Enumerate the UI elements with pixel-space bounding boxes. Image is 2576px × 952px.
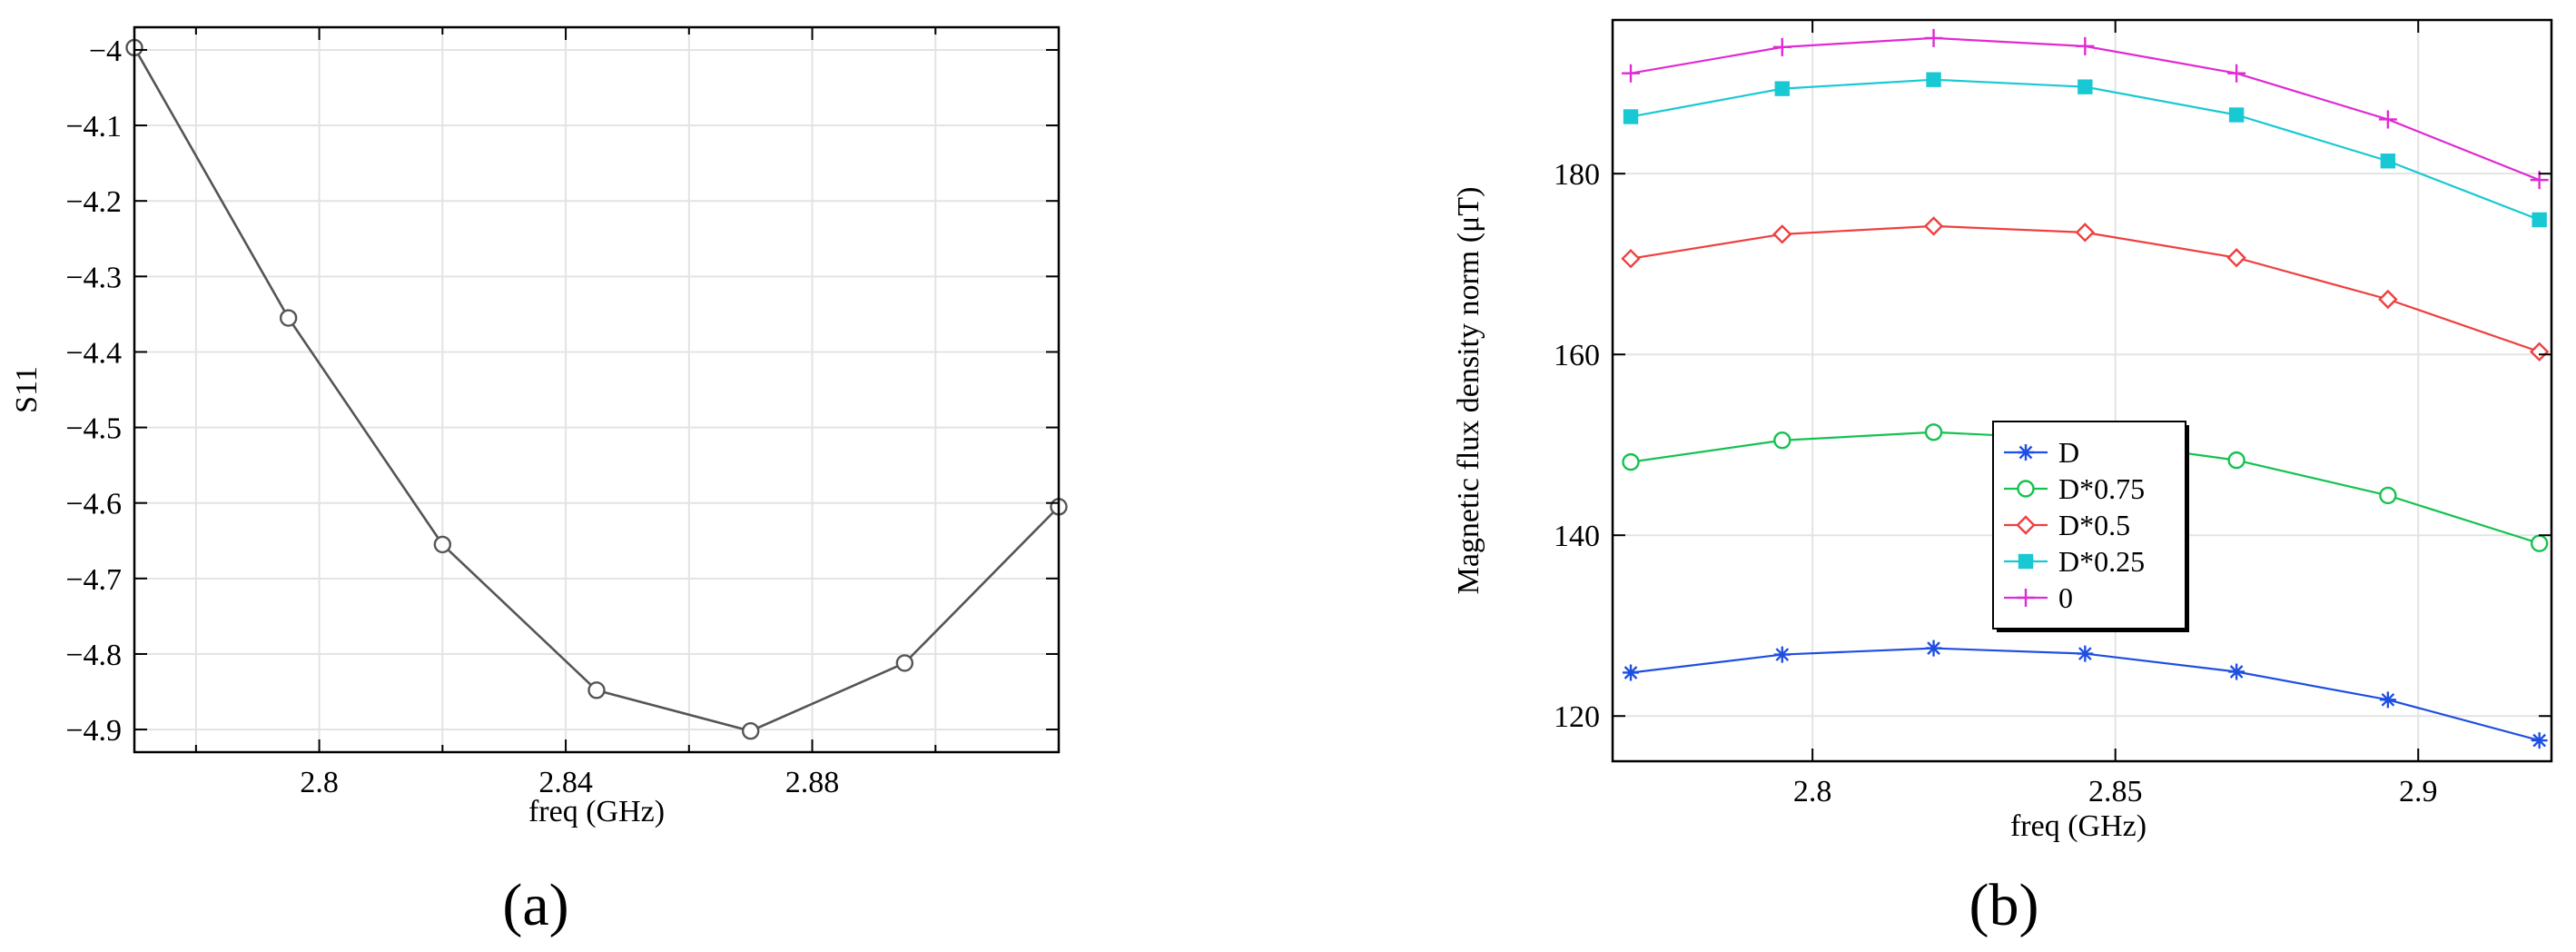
chart-a-xlabel: freq (GHz) <box>528 795 665 828</box>
data-point <box>2227 64 2246 83</box>
data-point <box>1621 249 1641 269</box>
y-tick-label: 160 <box>1554 339 1600 372</box>
data-point <box>2228 663 2245 680</box>
chart-a-grid <box>134 27 1059 752</box>
data-point <box>1623 664 1640 681</box>
data-point <box>2379 486 2397 505</box>
data-point <box>1622 452 1640 471</box>
data-point <box>2378 110 2397 129</box>
data-point <box>1773 646 1791 663</box>
data-point <box>1772 224 1792 244</box>
y-tick-label: 140 <box>1554 520 1600 553</box>
data-point <box>2532 212 2547 228</box>
legend-marker <box>2017 589 2035 607</box>
data-point <box>2531 732 2548 749</box>
chart-b-markers <box>1621 28 2550 749</box>
data-point <box>2379 691 2396 709</box>
legend-marker <box>2018 553 2034 570</box>
data-point <box>1773 431 1791 450</box>
x-tick-label: 2.8 <box>1793 775 1832 808</box>
data-point <box>1622 64 1641 83</box>
y-tick-label: −4.5 <box>65 412 122 446</box>
x-tick-label: 2.88 <box>785 766 840 799</box>
chart-b-panel-label: (b) <box>1969 872 2039 938</box>
data-point <box>2077 645 2094 662</box>
data-point <box>2380 154 2396 169</box>
data-point <box>2227 451 2245 470</box>
chart-b: 2.8 2.85 2.9 120 140 160 180 freq (GHz) Magnet… <box>1452 18 2553 938</box>
legend-label: D <box>2058 436 2079 469</box>
legend-label: D*0.5 <box>2058 509 2130 541</box>
legend-label: D*0.75 <box>2058 472 2145 505</box>
data-point <box>741 722 760 740</box>
legend-label: 0 <box>2058 581 2073 614</box>
data-point <box>2226 248 2246 268</box>
data-point <box>279 309 298 327</box>
chart-a-ylabel: S11 <box>10 366 44 413</box>
data-point <box>1623 109 1639 124</box>
y-tick-label: −4.2 <box>65 185 122 219</box>
data-point <box>1772 37 1791 56</box>
legend-marker <box>2018 444 2034 461</box>
chart-a-markers <box>125 38 1068 740</box>
series-line-3 <box>1630 78 2541 221</box>
chart-a-lines <box>133 46 1060 733</box>
chart-b-xlabel: freq (GHz) <box>2010 809 2147 843</box>
chart-b-ylabel: Magnetic flux density norm (μT) <box>1452 187 1485 595</box>
chart-b-legend: DD*0.75 D*0.5 D*0.250 <box>1992 421 2189 632</box>
chart-a: 2.8 2.84 2.88 −4 −4.1 −4.2 −4.3 −4.4 −4.5 −4.6 −4.… <box>10 25 1068 938</box>
data-point <box>1924 28 1943 47</box>
chart-b-lines <box>1630 36 2541 742</box>
series-line-2 <box>1630 224 2541 353</box>
data-point <box>587 681 606 699</box>
y-tick-label: −4.9 <box>65 714 122 748</box>
data-point <box>1926 72 1941 87</box>
legend-label: D*0.25 <box>2058 545 2145 578</box>
y-tick-label: −4.8 <box>65 639 122 672</box>
data-point <box>433 535 452 554</box>
data-point <box>2076 36 2095 55</box>
x-tick-label: 2.85 <box>2088 775 2143 808</box>
data-point <box>2378 289 2398 310</box>
data-point <box>2529 342 2550 362</box>
y-tick-label: −4.7 <box>65 563 122 597</box>
legend-marker <box>2016 515 2036 535</box>
data-point <box>1774 81 1790 96</box>
chart-a-ticks: 2.8 2.84 2.88 −4 −4.1 −4.2 −4.3 −4.4 −4.5 −4.6 −4.… <box>65 27 1059 799</box>
y-tick-label: −4.6 <box>65 488 122 521</box>
chart-b-ticks: 2.8 2.85 2.9 120 140 160 180 <box>1554 20 2551 808</box>
series-line-0 <box>1630 647 2540 742</box>
x-tick-label: 2.9 <box>2399 775 2438 808</box>
chart-b-grid <box>1613 20 2551 761</box>
data-point <box>2228 107 2245 123</box>
data-point <box>1924 423 1943 441</box>
chart-b-frame <box>1611 18 2553 763</box>
x-tick-label: 2.84 <box>538 766 593 799</box>
data-point <box>1923 216 1944 236</box>
y-tick-label: 180 <box>1554 158 1600 192</box>
chart-a-frame <box>133 25 1061 754</box>
y-tick-label: −4 <box>89 35 122 68</box>
data-point <box>2075 223 2096 243</box>
data-point <box>895 654 914 672</box>
y-tick-label: 120 <box>1554 700 1600 734</box>
series-line-0 <box>133 46 1060 733</box>
y-tick-label: −4.4 <box>65 336 122 370</box>
data-point <box>2530 534 2549 552</box>
data-point <box>2078 79 2093 94</box>
y-tick-label: −4.1 <box>65 110 122 144</box>
chart-a-panel-label: (a) <box>502 872 568 938</box>
x-tick-label: 2.8 <box>300 766 339 799</box>
y-tick-label: −4.3 <box>65 261 122 294</box>
series-line-4 <box>1630 36 2541 182</box>
data-point <box>1925 640 1942 657</box>
legend-marker <box>2017 480 2035 498</box>
